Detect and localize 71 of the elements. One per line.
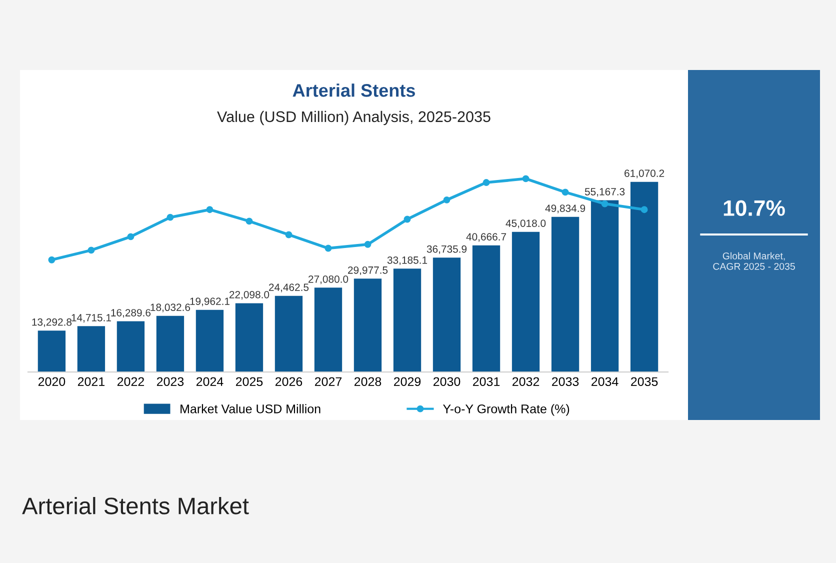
point bbox=[601, 200, 608, 208]
x-tick-label: 2026 bbox=[275, 377, 302, 386]
bar bbox=[314, 288, 342, 372]
bar bbox=[630, 182, 658, 372]
chart-title: Arterial Stents bbox=[292, 84, 415, 97]
bar bbox=[274, 296, 303, 372]
point bbox=[166, 214, 174, 221]
text: Arterial Stents Market bbox=[22, 496, 249, 514]
data-label: 13,292.8 bbox=[32, 318, 72, 327]
bar bbox=[156, 316, 184, 372]
data-label: 18,032.6 bbox=[150, 304, 190, 312]
bar bbox=[393, 268, 422, 372]
x-tick-label: 2023 bbox=[156, 377, 184, 386]
x-tick-label: 2030 bbox=[433, 377, 460, 386]
point bbox=[127, 233, 134, 240]
data-label: 45,018.0 bbox=[506, 220, 546, 228]
point bbox=[324, 244, 332, 252]
x-tick-label: 2033 bbox=[552, 377, 579, 386]
x-tick-label: 2024 bbox=[196, 377, 224, 386]
data-label: 19,962.1 bbox=[190, 298, 230, 306]
bar bbox=[116, 321, 145, 372]
x-tick-label: 2029 bbox=[394, 377, 421, 386]
point bbox=[48, 256, 56, 264]
bar bbox=[590, 200, 619, 372]
data-label: 36,735.9 bbox=[426, 245, 467, 254]
x-tick-label: 2028 bbox=[354, 377, 382, 386]
x-tick-label: 2025 bbox=[236, 377, 263, 386]
bar bbox=[512, 232, 540, 372]
data-label: 27,080.0 bbox=[308, 275, 348, 284]
point bbox=[443, 196, 450, 204]
x-tick-label: 2034 bbox=[592, 377, 618, 386]
point bbox=[285, 231, 292, 238]
point bbox=[522, 175, 530, 182]
bar bbox=[196, 310, 224, 372]
text: Global Market, CAGR 2025 - 2035 bbox=[713, 252, 795, 270]
point bbox=[88, 246, 95, 254]
bar bbox=[77, 326, 106, 372]
point bbox=[246, 218, 253, 225]
data-label: 29,977.5 bbox=[348, 266, 388, 276]
text: 10.7% bbox=[724, 200, 785, 216]
x-tick-label: 2020 bbox=[38, 377, 66, 386]
data-label: 49,834.9 bbox=[545, 204, 586, 214]
x-tick-label: 2022 bbox=[117, 377, 144, 386]
data-label: 14,715.1 bbox=[72, 314, 111, 323]
bar bbox=[235, 303, 264, 372]
data-label: 33,185.1 bbox=[387, 256, 428, 266]
x-tick-label: 2035 bbox=[631, 377, 658, 386]
bar bbox=[432, 258, 461, 372]
bar bbox=[38, 330, 66, 372]
data-label: 24,462.5 bbox=[268, 284, 309, 292]
x-tick-label: 2021 bbox=[78, 377, 105, 386]
x-tick-label: 2031 bbox=[473, 377, 500, 386]
point bbox=[206, 206, 214, 214]
data-label: 16,289.6 bbox=[111, 309, 151, 318]
data-label: 61,070.2 bbox=[624, 170, 664, 178]
bar bbox=[472, 245, 500, 372]
data-label: 22,098.0 bbox=[229, 290, 270, 300]
point bbox=[482, 179, 490, 186]
x-tick-label: 2027 bbox=[314, 377, 342, 386]
data-label: 40,666.7 bbox=[466, 233, 506, 242]
point bbox=[640, 206, 648, 214]
bar bbox=[354, 278, 382, 372]
legend-label: Y-o-Y Growth Rate (%) bbox=[443, 404, 570, 416]
point bbox=[404, 216, 411, 223]
bar bbox=[551, 216, 580, 372]
point bbox=[364, 240, 372, 248]
x-tick-label: 2032 bbox=[512, 377, 540, 386]
point bbox=[562, 188, 569, 196]
data-label: 55,167.3 bbox=[584, 188, 625, 197]
legend-label: Market Value USD Million bbox=[180, 404, 320, 414]
chart-subtitle: Value (USD Million) Analysis, 2025-2035 bbox=[217, 110, 490, 126]
